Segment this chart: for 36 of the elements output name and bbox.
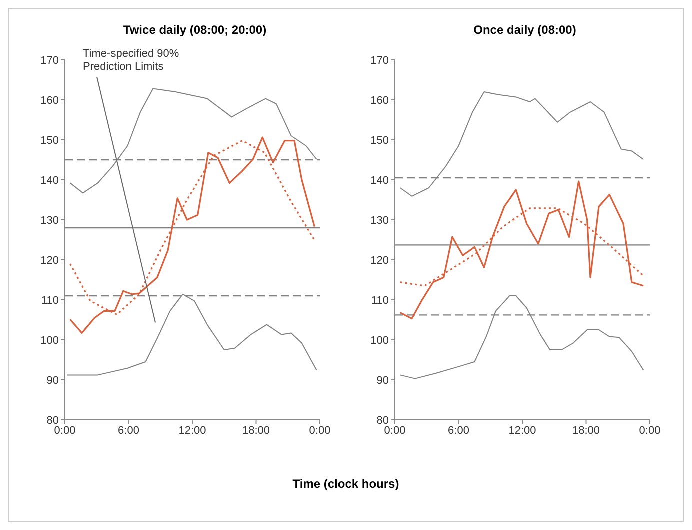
x-tick-label: 6:00 xyxy=(118,424,140,437)
x-tick-label: 18:00 xyxy=(242,424,270,437)
y-tick-label: 130 xyxy=(40,214,59,227)
y-tick-label: 150 xyxy=(370,134,389,147)
chart-title: Twice daily (08:00; 20:00) xyxy=(122,22,268,39)
x-tick-label: 6:00 xyxy=(448,424,470,437)
y-tick-label: 170 xyxy=(40,54,59,67)
y-tick-label: 170 xyxy=(370,54,389,67)
y-tick-label: 90 xyxy=(376,374,389,387)
y-tick-label: 110 xyxy=(41,294,59,307)
y-tick-label: 110 xyxy=(371,294,389,307)
y-tick-label: 120 xyxy=(40,254,59,267)
x-tick-label: 18:00 xyxy=(572,424,600,437)
y-tick-label: 160 xyxy=(370,94,389,107)
y-tick-label: 160 xyxy=(40,94,59,107)
x-tick-label: 0:00 xyxy=(384,424,406,437)
y-tick-label: 120 xyxy=(370,254,389,267)
annotation: Time-specified 90% Prediction Limits xyxy=(83,48,180,74)
y-tick-label: 130 xyxy=(370,214,389,227)
x-tick-label: 0:00 xyxy=(54,424,76,437)
y-tick-label: 80 xyxy=(376,414,389,427)
y-tick-label: 140 xyxy=(40,174,59,187)
y-tick-label: 150 xyxy=(40,134,59,147)
x-axis-title: Time (clock hours) xyxy=(292,477,400,491)
y-tick-label: 140 xyxy=(370,174,389,187)
x-tick-label: 0:00 xyxy=(309,424,331,437)
y-tick-label: 100 xyxy=(40,334,59,347)
x-tick-label: 12:00 xyxy=(178,424,206,437)
line-series xyxy=(400,180,644,320)
line-series xyxy=(70,88,318,194)
x-tick-label: 0:00 xyxy=(639,424,661,437)
y-tick-label: 90 xyxy=(46,374,59,387)
y-tick-label: 100 xyxy=(370,334,389,347)
y-tick-label: 80 xyxy=(46,414,59,427)
x-tick-label: 12:00 xyxy=(508,424,536,437)
chart-title: Once daily (08:00) xyxy=(472,22,578,39)
